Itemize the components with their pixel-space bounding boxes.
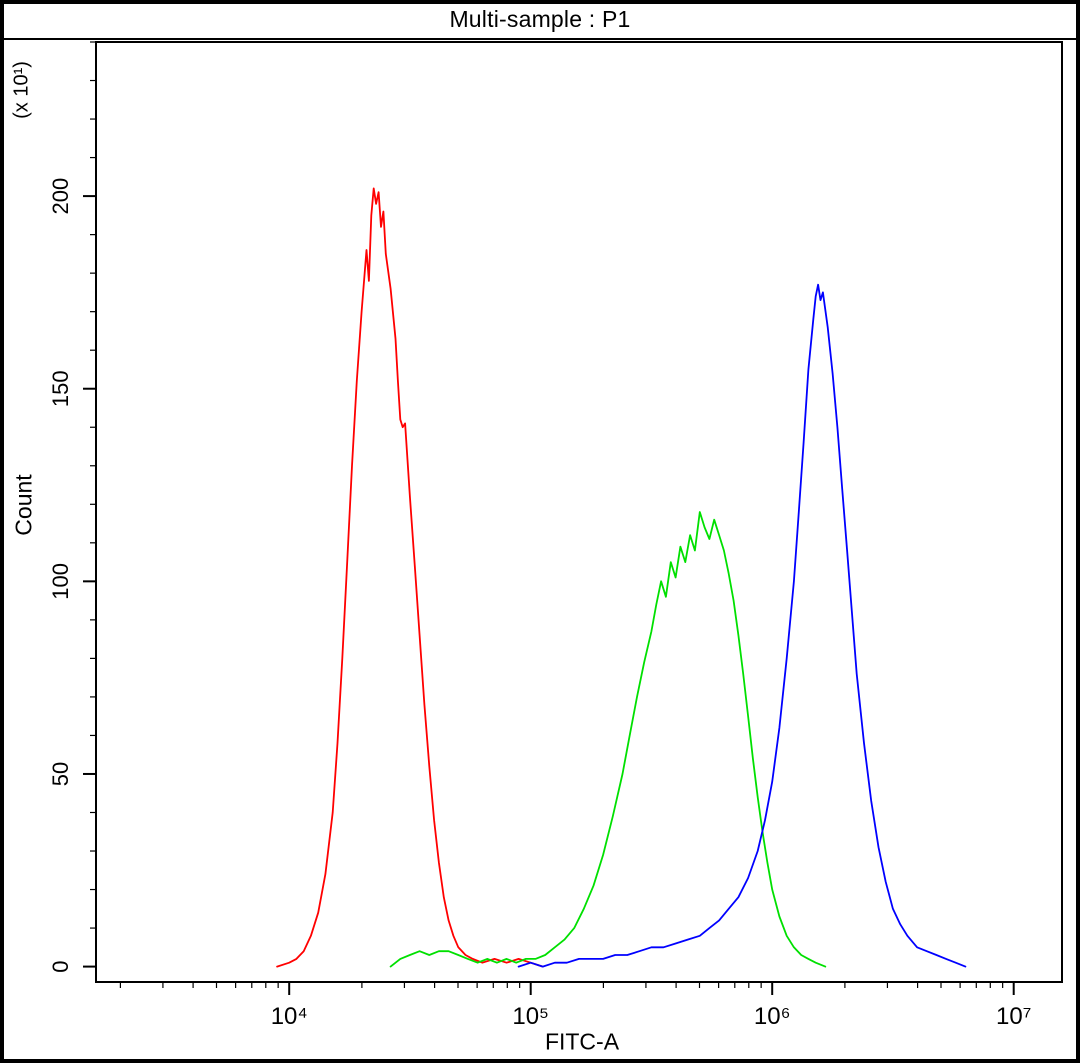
green-histogram bbox=[389, 511, 827, 968]
y-tick-label: 0 bbox=[48, 960, 73, 972]
red-histogram bbox=[276, 187, 544, 968]
x-axis-label: FITC-A bbox=[544, 1028, 620, 1055]
y-tick-label: 100 bbox=[48, 563, 73, 600]
title-bar: Multi-sample : P1 bbox=[0, 0, 1080, 40]
plot-frame bbox=[95, 41, 1063, 983]
y-tick-label: 150 bbox=[48, 370, 73, 407]
x-tick-label: 10⁴ bbox=[271, 1003, 308, 1030]
blue-histogram bbox=[517, 283, 967, 968]
x-tick-label: 10⁵ bbox=[512, 1003, 549, 1030]
x-tick-label: 10⁷ bbox=[996, 1003, 1031, 1030]
y-tick-label: 200 bbox=[48, 178, 73, 215]
x-tick-label: 10⁶ bbox=[754, 1003, 791, 1030]
chart-title: Multi-sample : P1 bbox=[449, 5, 631, 32]
y-tick-label: 50 bbox=[48, 762, 73, 786]
